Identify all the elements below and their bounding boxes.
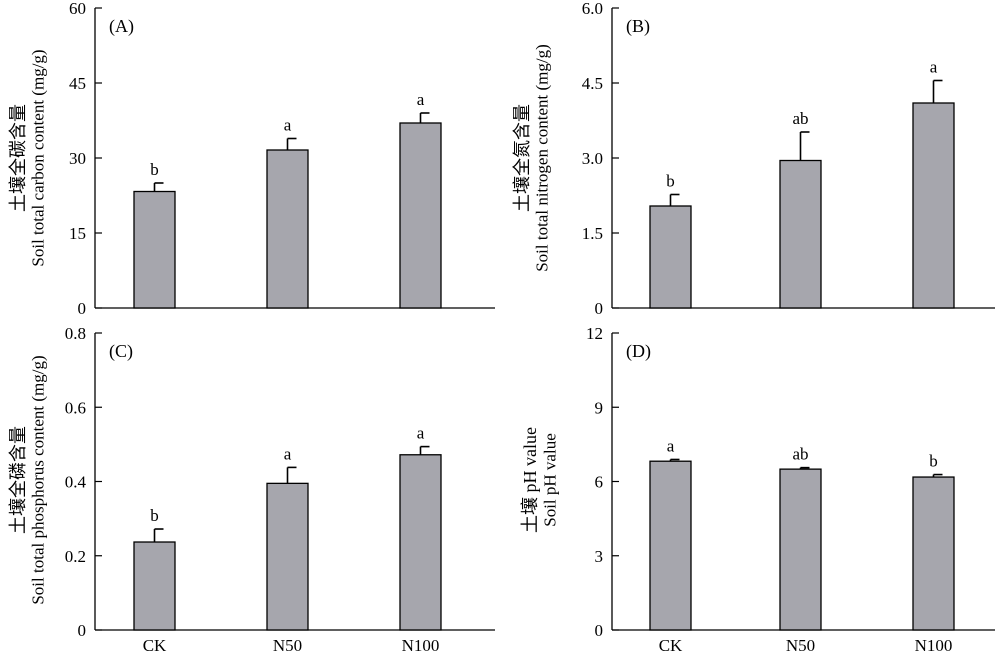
- y-tick-label: 15: [69, 224, 86, 243]
- bar: [649, 205, 692, 309]
- panel-a: 0 15 30 45 60 (A) 土壤全碳含量 Soil total carbon cont…: [8, 0, 495, 318]
- significance-label: b: [150, 506, 159, 525]
- significance-label: a: [284, 116, 292, 135]
- panel-label: (C): [109, 341, 133, 362]
- y-axis-label-en: Soil pH value: [541, 433, 560, 527]
- y-tick-label: 60: [69, 0, 86, 18]
- y-tick-label: 12: [586, 324, 603, 343]
- significance-label: ab: [792, 109, 808, 128]
- y-tick-label: 0.6: [65, 398, 86, 417]
- y-tick-label: 0.2: [65, 547, 86, 566]
- y-tick-label: 9: [595, 398, 604, 417]
- bar: [779, 159, 822, 309]
- y-tick-label: 3.0: [582, 149, 603, 168]
- panel-b: 0 1.5 3.0 4.5 6.0 (B) 土壤全氮含量 Soil total nitroge…: [512, 0, 995, 318]
- x-category-label: CK: [659, 636, 683, 653]
- y-axis-label-cn: 土壤全磷含量: [8, 426, 28, 534]
- bar: [133, 190, 176, 309]
- significance-label: ab: [792, 445, 808, 464]
- y-tick-label: 1.5: [582, 224, 603, 243]
- panel-label: (B): [626, 16, 650, 37]
- y-axis-label-en: Soil total phosphorus content (mg/g): [29, 355, 48, 604]
- panel-label: (A): [109, 16, 134, 37]
- y-tick-label: 0.4: [65, 473, 87, 492]
- y-tick-label: 0.8: [65, 324, 86, 343]
- bar: [399, 122, 442, 309]
- y-axis-label-en: Soil total nitrogen content (mg/g): [533, 44, 552, 272]
- significance-label: a: [284, 444, 292, 463]
- y-axis-label-cn: 土壤全氮含量: [512, 104, 532, 212]
- y-tick-label: 0: [78, 621, 87, 640]
- y-axis-label-cn: 土壤 pH value: [520, 427, 540, 533]
- y-tick-label: 6.0: [582, 0, 603, 18]
- y-tick-label: 0: [78, 299, 87, 318]
- bar: [133, 541, 176, 631]
- panel-c: 0 0.2 0.4 0.6 0.8 (C) 土壤全磷含量 Soil total phospho…: [8, 324, 495, 653]
- significance-label: a: [667, 436, 675, 455]
- significance-label: b: [929, 452, 938, 471]
- y-tick-label: 45: [69, 74, 86, 93]
- y-axis-label-cn: 土壤全碳含量: [8, 104, 28, 212]
- significance-label: b: [666, 172, 675, 191]
- y-tick-label: 4.5: [582, 74, 603, 93]
- y-tick-label: 6: [595, 473, 604, 492]
- bar: [912, 102, 955, 309]
- x-category-label: CK: [143, 636, 167, 653]
- x-category-label: N50: [786, 636, 815, 653]
- panel-label: (D): [626, 341, 651, 362]
- x-category-label: N100: [402, 636, 440, 653]
- bar: [399, 454, 442, 631]
- significance-label: a: [417, 90, 425, 109]
- y-tick-label: 0: [595, 621, 604, 640]
- panel-d: 0 3 6 9 12 (D) 土壤 pH value Soil pH value a CK ab N5…: [520, 324, 995, 653]
- significance-label: b: [150, 160, 159, 179]
- bar: [779, 468, 822, 631]
- x-category-label: N100: [915, 636, 953, 653]
- x-category-label: N50: [273, 636, 302, 653]
- y-tick-label: 0: [595, 299, 604, 318]
- bar: [649, 460, 692, 631]
- y-tick-label: 30: [69, 149, 86, 168]
- significance-label: a: [930, 58, 938, 77]
- bar: [266, 482, 309, 631]
- y-tick-label: 3: [595, 547, 604, 566]
- bar: [266, 149, 309, 309]
- bar: [912, 476, 955, 631]
- y-axis-label-en: Soil total carbon content (mg/g): [29, 49, 48, 266]
- significance-label: a: [417, 424, 425, 443]
